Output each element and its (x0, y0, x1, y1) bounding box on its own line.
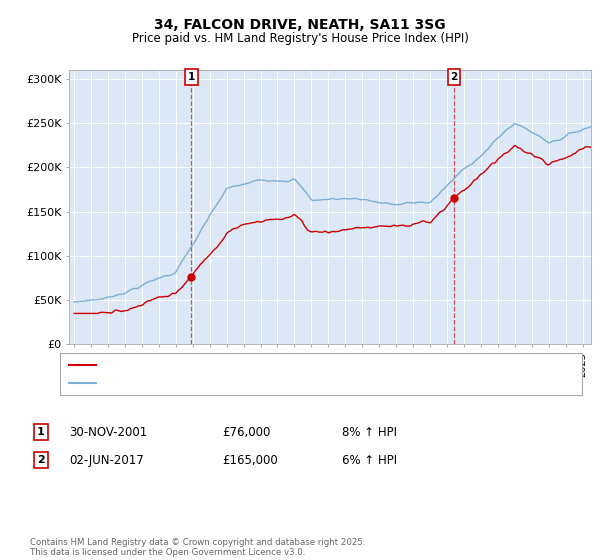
Text: 1: 1 (37, 427, 44, 437)
Text: HPI: Average price, detached house, Neath Port Talbot: HPI: Average price, detached house, Neat… (101, 378, 383, 388)
Text: £165,000: £165,000 (222, 454, 278, 467)
Text: 30-NOV-2001: 30-NOV-2001 (69, 426, 147, 439)
Text: 34, FALCON DRIVE, NEATH, SA11 3SG: 34, FALCON DRIVE, NEATH, SA11 3SG (154, 18, 446, 32)
Text: 2: 2 (37, 455, 44, 465)
Text: 2: 2 (451, 72, 458, 82)
Text: 6% ↑ HPI: 6% ↑ HPI (342, 454, 397, 467)
Text: 8% ↑ HPI: 8% ↑ HPI (342, 426, 397, 439)
Text: Price paid vs. HM Land Registry's House Price Index (HPI): Price paid vs. HM Land Registry's House … (131, 32, 469, 45)
Text: £76,000: £76,000 (222, 426, 271, 439)
Text: Contains HM Land Registry data © Crown copyright and database right 2025.
This d: Contains HM Land Registry data © Crown c… (30, 538, 365, 557)
Text: 02-JUN-2017: 02-JUN-2017 (69, 454, 144, 467)
Text: 34, FALCON DRIVE, NEATH, SA11 3SG (detached house): 34, FALCON DRIVE, NEATH, SA11 3SG (detac… (101, 360, 391, 370)
Text: 1: 1 (188, 72, 195, 82)
